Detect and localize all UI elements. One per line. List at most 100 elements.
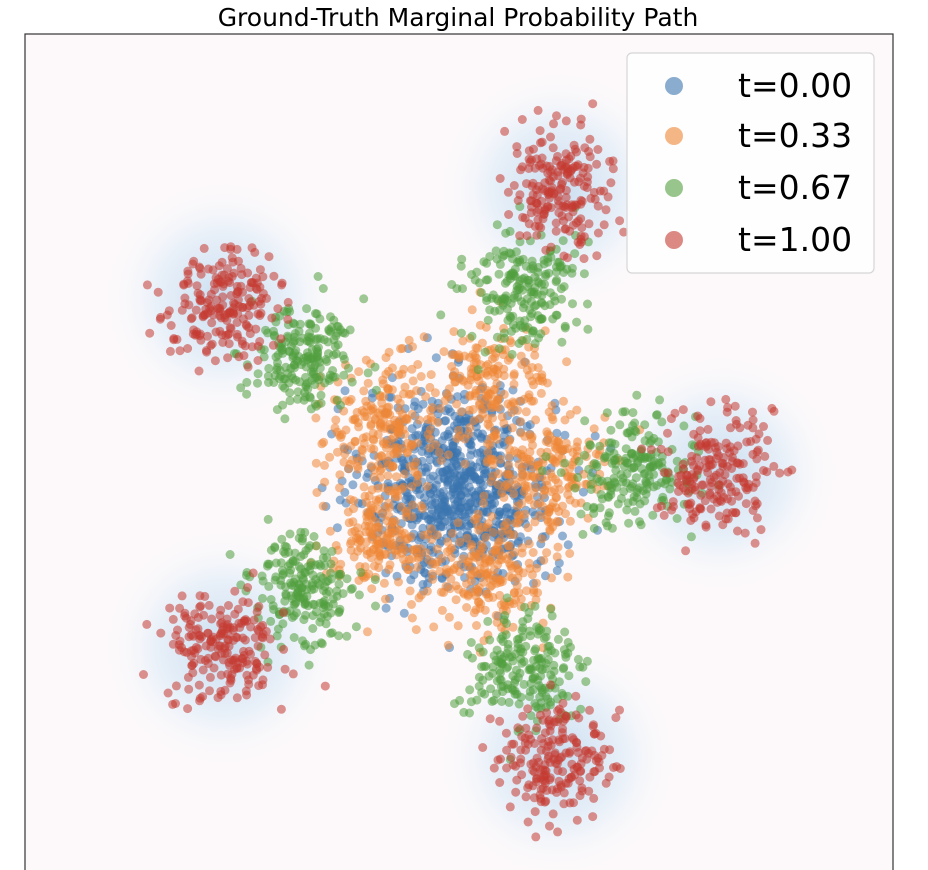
data-point [446, 553, 456, 562]
data-point [426, 405, 436, 415]
data-point [465, 685, 475, 695]
data-point [504, 483, 513, 492]
data-point [589, 793, 599, 803]
data-point [508, 423, 517, 433]
data-point [502, 663, 512, 673]
data-point [334, 571, 344, 581]
data-point [276, 334, 286, 344]
data-point [432, 544, 442, 554]
points-layer [139, 99, 797, 842]
data-point [195, 295, 205, 304]
data-point [557, 294, 566, 304]
data-point [541, 269, 551, 279]
data-point [232, 244, 242, 254]
data-point [406, 532, 416, 542]
data-point [390, 546, 400, 556]
data-point [705, 490, 715, 500]
data-point [615, 705, 624, 715]
data-point [306, 404, 316, 414]
data-point [546, 646, 556, 656]
data-point [308, 611, 318, 621]
data-point [335, 483, 344, 493]
data-point [264, 378, 273, 387]
data-point [443, 404, 453, 414]
data-point [485, 582, 495, 592]
data-point [325, 452, 335, 462]
data-point [300, 388, 309, 397]
data-point [342, 631, 352, 641]
data-point [366, 421, 376, 431]
data-point [407, 554, 417, 564]
data-point [455, 537, 465, 547]
data-point [565, 549, 575, 558]
data-point [453, 621, 463, 631]
data-point [545, 288, 555, 298]
data-point [426, 370, 436, 380]
data-point [153, 287, 163, 297]
data-point [399, 608, 409, 618]
data-point [378, 538, 388, 548]
data-point [476, 432, 486, 442]
data-point [500, 126, 510, 136]
data-point [346, 536, 356, 546]
data-point [489, 565, 499, 575]
data-point [720, 470, 730, 480]
data-point [545, 726, 555, 736]
data-point [412, 438, 422, 448]
data-point [492, 220, 502, 230]
data-point [335, 495, 345, 505]
legend-label-1: t=0.33 [738, 116, 852, 155]
data-point [509, 489, 519, 499]
data-point [531, 644, 541, 654]
data-point [548, 809, 558, 819]
data-point [552, 552, 562, 562]
data-point [578, 662, 588, 672]
data-point [528, 326, 538, 336]
data-point [742, 437, 752, 447]
data-point [697, 480, 707, 490]
data-point [305, 328, 314, 338]
data-point [232, 329, 242, 339]
data-point [360, 491, 370, 501]
data-point [511, 595, 520, 605]
data-point [492, 332, 502, 342]
data-point [224, 339, 234, 349]
data-point [513, 573, 523, 583]
data-point [562, 357, 572, 367]
data-point [604, 508, 614, 518]
data-point [546, 176, 555, 186]
data-point [624, 518, 634, 528]
data-point [553, 171, 563, 181]
data-point [592, 159, 602, 169]
data-point [267, 313, 277, 323]
data-point [572, 147, 581, 157]
data-point [619, 461, 629, 471]
data-point [657, 417, 667, 427]
data-point [266, 616, 276, 626]
data-point [522, 294, 532, 304]
data-point [277, 280, 287, 290]
data-point [529, 793, 539, 803]
data-point [457, 497, 467, 507]
data-point [565, 516, 575, 526]
data-point [511, 247, 521, 257]
data-point [436, 522, 446, 532]
data-point [361, 396, 371, 406]
data-point [730, 508, 740, 518]
data-point [454, 425, 464, 435]
data-point [493, 480, 503, 490]
data-point [443, 640, 453, 650]
data-point [560, 202, 570, 211]
data-point [328, 594, 338, 604]
data-point [507, 563, 517, 573]
data-point [407, 600, 416, 609]
data-point [518, 254, 528, 264]
data-point [606, 490, 616, 500]
data-point [485, 635, 495, 645]
data-point [242, 377, 252, 387]
data-point [485, 714, 495, 724]
data-point [171, 681, 181, 691]
data-point [373, 504, 382, 514]
data-point [194, 366, 204, 376]
data-point [199, 310, 209, 320]
